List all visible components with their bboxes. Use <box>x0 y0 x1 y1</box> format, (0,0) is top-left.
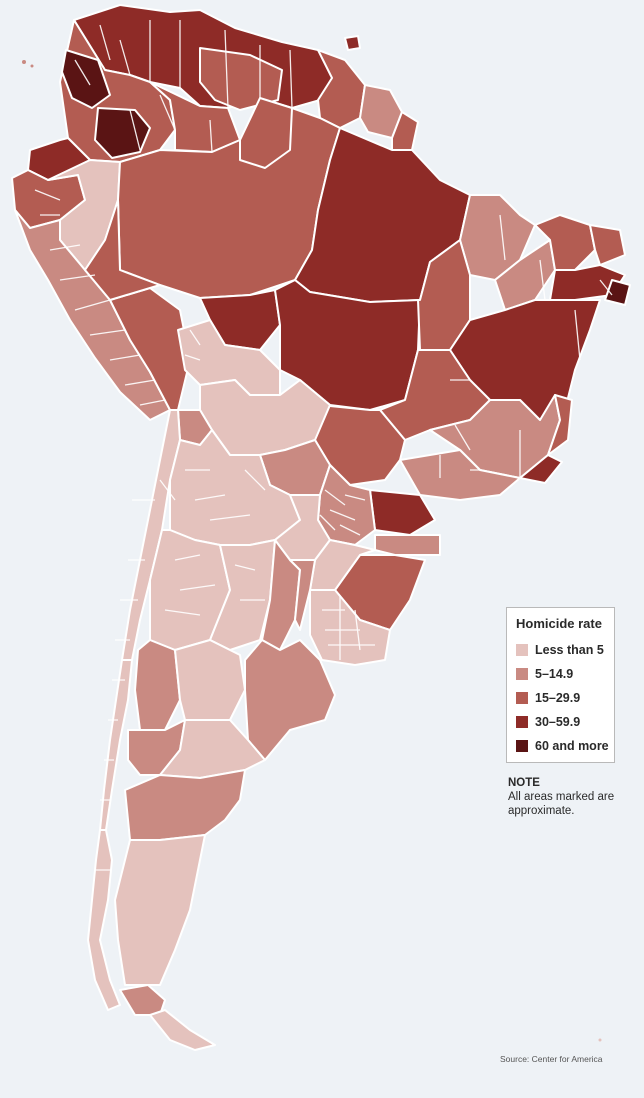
legend-swatch <box>516 740 528 752</box>
region-brazil-sao-paulo <box>399 449 521 501</box>
subdivision-lines-north <box>74 20 293 153</box>
legend-label: 30–59.9 <box>535 715 581 729</box>
legend-label: 15–29.9 <box>535 691 581 705</box>
legend-items: Less than 5 5–14.9 15–29.9 30–59.9 60 and mo… <box>516 638 609 758</box>
legend-label: Less than 5 <box>535 643 604 657</box>
legend-swatch <box>516 716 528 728</box>
legend-title: Homicide rate <box>516 616 602 631</box>
region-argentina-la-pampa <box>174 639 246 721</box>
legend-swatch <box>516 668 528 680</box>
legend-item: Less than 5 <box>516 638 605 662</box>
island-marker <box>30 64 34 68</box>
region-brazil-rio-de-janeiro <box>519 454 563 484</box>
region-colombia-valle <box>94 107 151 159</box>
legend-swatch <box>516 644 528 656</box>
legend-item: 60 and more <box>516 734 609 758</box>
legend-swatch <box>516 692 528 704</box>
subdivision-lines-argentina <box>159 469 266 616</box>
region-argentina-entre-rios <box>289 559 316 631</box>
region-uruguay <box>309 589 391 666</box>
region-brazil-santa-catarina <box>374 534 441 556</box>
subdivision-lines-uruguay <box>322 595 375 660</box>
region-brazil-rio-grande-do-norte <box>589 224 626 266</box>
legend-label: 5–14.9 <box>535 667 574 681</box>
region-argentina-tierra-del-fuego <box>149 1009 216 1051</box>
region-argentina-buenos-aires <box>244 639 336 761</box>
region-brazil-goias <box>379 349 491 441</box>
island-marker <box>22 60 26 64</box>
region-brazil-acre <box>84 199 161 301</box>
legend-item: 5–14.9 <box>516 662 605 686</box>
subdivision-lines-brazil <box>439 214 613 478</box>
island-marker <box>598 1038 602 1042</box>
subdivision-lines-chile <box>96 499 155 871</box>
region-argentina-santa-cruz <box>114 834 206 986</box>
subdivision-lines-paraguay <box>319 489 366 536</box>
region-trinidad <box>344 35 361 51</box>
legend-label: 60 and more <box>535 739 609 753</box>
region-brazil-alagoas <box>604 279 631 306</box>
source-credit: Source: Center for America <box>500 1054 603 1064</box>
subdivision-lines-andes <box>34 189 201 406</box>
map-legend: Homicide rate Less than 5 5–14.9 15–29.9 30… <box>506 607 615 763</box>
note-title: NOTE <box>508 777 540 789</box>
region-argentina-mendoza <box>134 639 181 731</box>
region-brazil-espirito-santo <box>547 394 573 456</box>
map-note: NOTE All areas marked are approximate. <box>508 776 638 818</box>
legend-item: 15–29.9 <box>516 686 605 710</box>
note-text: All areas marked are approximate. <box>508 791 615 817</box>
region-argentina-cordoba <box>209 539 276 651</box>
region-brazil-ceara <box>534 214 596 271</box>
legend-item: 30–59.9 <box>516 710 605 734</box>
region-chile-south <box>87 829 121 1011</box>
